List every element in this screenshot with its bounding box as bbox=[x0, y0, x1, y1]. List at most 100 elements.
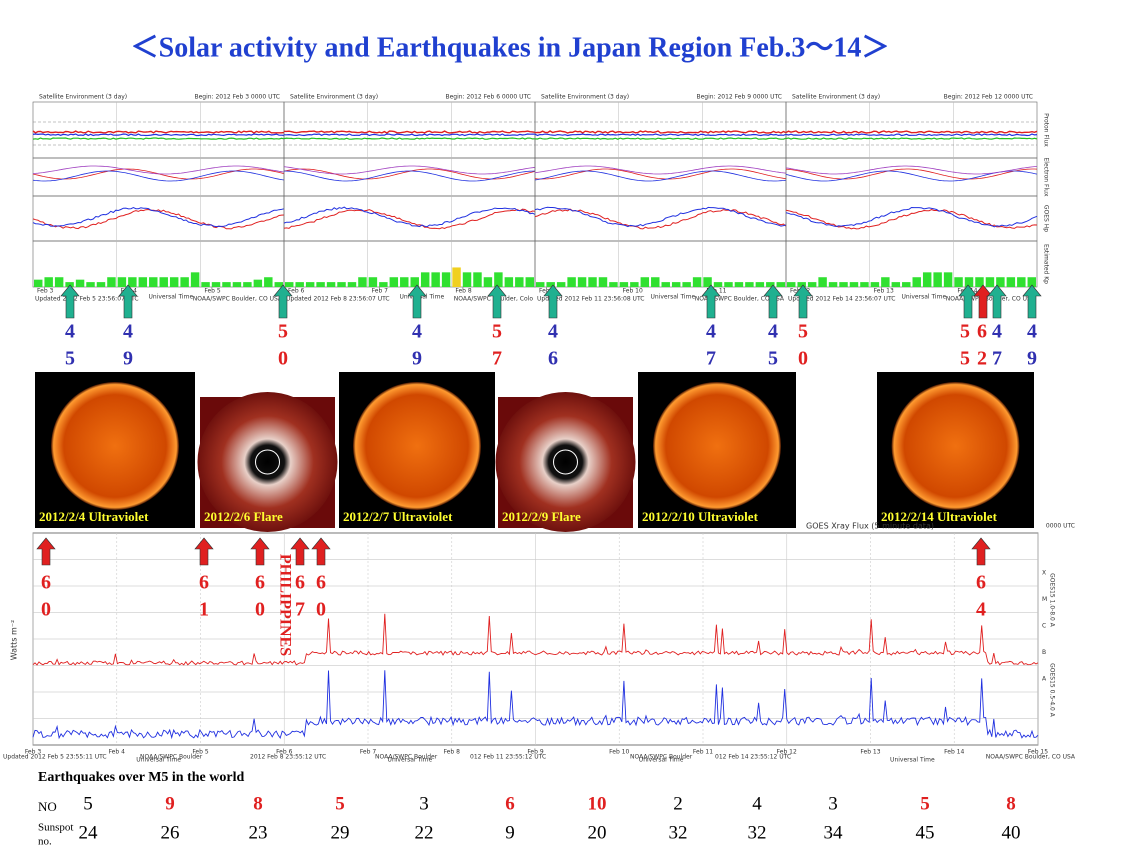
electron-trace bbox=[534, 165, 787, 175]
kp-bar bbox=[159, 277, 168, 287]
kp-bar bbox=[933, 272, 942, 287]
flare-class: X bbox=[1042, 569, 1046, 576]
magnitude-top: 6 bbox=[977, 321, 987, 343]
table-heading: Earthquakes over M5 in the world bbox=[38, 770, 244, 785]
quake-count: 4 bbox=[752, 793, 762, 814]
quake-count: 10 bbox=[588, 793, 607, 814]
kp-bar bbox=[954, 277, 963, 287]
xray-footer: NOAA/SWPC Boulder bbox=[140, 754, 203, 761]
panel-frame bbox=[32, 195, 285, 242]
kp-bar bbox=[389, 277, 399, 287]
electron-trace bbox=[283, 165, 536, 175]
kp-bar bbox=[316, 282, 325, 287]
proton-trace bbox=[534, 137, 787, 140]
kp-bar bbox=[577, 277, 587, 287]
kp-bar bbox=[651, 277, 660, 287]
kp-bar bbox=[515, 277, 524, 287]
kp-bar bbox=[86, 282, 95, 287]
xray-footer: NOAA/SWPC Boulder bbox=[375, 754, 438, 761]
panel-begin: Begin: 2012 Feb 9 0000 UTC bbox=[696, 94, 782, 101]
kp-bar bbox=[787, 282, 796, 287]
kp-bar bbox=[232, 282, 242, 287]
sun-disk bbox=[353, 382, 481, 510]
kp-bar bbox=[881, 277, 890, 287]
flare-class: C bbox=[1042, 622, 1046, 629]
kp-bar bbox=[828, 282, 838, 287]
location-label: PHILIPPINES bbox=[276, 554, 293, 656]
kp-bar bbox=[138, 277, 148, 287]
corona bbox=[495, 392, 636, 532]
xray-begin: 0000 UTC bbox=[1046, 523, 1075, 530]
kp-bar bbox=[222, 282, 231, 287]
sunspot-count: 24 bbox=[79, 822, 99, 843]
magnitude-bottom: 9 bbox=[412, 348, 422, 370]
magnitude-bottom: 9 bbox=[123, 348, 133, 370]
xray-footer: NOAA/SWPC Boulder bbox=[630, 754, 693, 761]
kp-bar bbox=[379, 282, 388, 287]
kp-bar bbox=[75, 279, 85, 287]
magnitude-top: 4 bbox=[992, 321, 1002, 343]
panel-frame bbox=[283, 101, 536, 159]
hp-trace bbox=[785, 209, 1038, 230]
sun-disk bbox=[891, 382, 1020, 510]
kp-bar bbox=[347, 282, 357, 287]
world-magnitude-top: 6 bbox=[199, 572, 209, 594]
sunspot-count: 9 bbox=[505, 822, 515, 843]
world-magnitude-top: 6 bbox=[255, 572, 265, 594]
quake-count: 5 bbox=[335, 793, 345, 814]
proton-trace bbox=[32, 133, 285, 137]
electron-trace bbox=[534, 170, 787, 182]
kp-bar bbox=[870, 282, 880, 287]
flare-class: B bbox=[1042, 649, 1046, 656]
kp-bar bbox=[797, 282, 806, 287]
magnitude-top: 4 bbox=[768, 321, 778, 343]
world-quake-arrow bbox=[194, 537, 214, 566]
quake-arrow bbox=[701, 284, 721, 319]
hp-trace bbox=[785, 206, 1038, 228]
electron-trace bbox=[785, 168, 1038, 180]
image-caption: 2012/2/10 Ultraviolet bbox=[642, 509, 759, 524]
date-tick: Feb 6 bbox=[288, 288, 305, 295]
quake-count: 8 bbox=[1006, 793, 1016, 814]
date-tick: Feb 12 bbox=[777, 749, 797, 756]
date-tick: Feb 5 bbox=[192, 749, 209, 756]
magnitude-bottom: 2 bbox=[977, 348, 987, 370]
world-magnitude-top: 6 bbox=[976, 572, 986, 594]
kp-bar bbox=[473, 272, 482, 287]
proton-trace bbox=[283, 130, 536, 134]
kp-bar bbox=[849, 282, 859, 287]
kp-bar bbox=[368, 277, 378, 287]
kp-bar bbox=[724, 282, 733, 287]
x-axis-label: Universal Time bbox=[902, 294, 947, 301]
occulter bbox=[553, 449, 578, 475]
kp-bar bbox=[96, 282, 106, 287]
magnitude-top: 5 bbox=[278, 321, 288, 343]
world-magnitude-bottom: 0 bbox=[316, 599, 326, 621]
date-tick: Feb 9 bbox=[527, 749, 544, 756]
world-quake-arrow bbox=[250, 537, 270, 566]
panel-axis: Estimated Kp bbox=[1043, 244, 1050, 284]
magnitude-bottom: 7 bbox=[706, 348, 716, 370]
kp-bar bbox=[975, 277, 984, 287]
proton-trace bbox=[534, 130, 787, 134]
quake-arrow bbox=[118, 284, 138, 319]
hp-trace bbox=[32, 207, 285, 228]
world-magnitude-top: 6 bbox=[295, 572, 305, 594]
channel-long: GOES15 1.0-8.0 A bbox=[1049, 573, 1056, 628]
kp-bar bbox=[902, 282, 911, 287]
quake-count: 6 bbox=[505, 793, 515, 814]
panel-begin: Begin: 2012 Feb 6 0000 UTC bbox=[445, 94, 531, 101]
kp-bar bbox=[745, 282, 754, 287]
kp-bar bbox=[149, 277, 158, 287]
kp-bar bbox=[128, 277, 137, 287]
magnitude-top: 4 bbox=[65, 321, 75, 343]
channel-short: GOES15 0.5-4.0 A bbox=[1049, 663, 1056, 718]
panel-frame bbox=[32, 101, 285, 159]
hp-trace bbox=[32, 208, 285, 230]
kp-bar bbox=[264, 277, 273, 287]
date-tick: Feb 4 bbox=[109, 749, 126, 756]
kp-bar bbox=[713, 282, 723, 287]
world-quake-arrow bbox=[311, 537, 331, 566]
kp-bar bbox=[243, 282, 252, 287]
kp-bar bbox=[891, 282, 901, 287]
